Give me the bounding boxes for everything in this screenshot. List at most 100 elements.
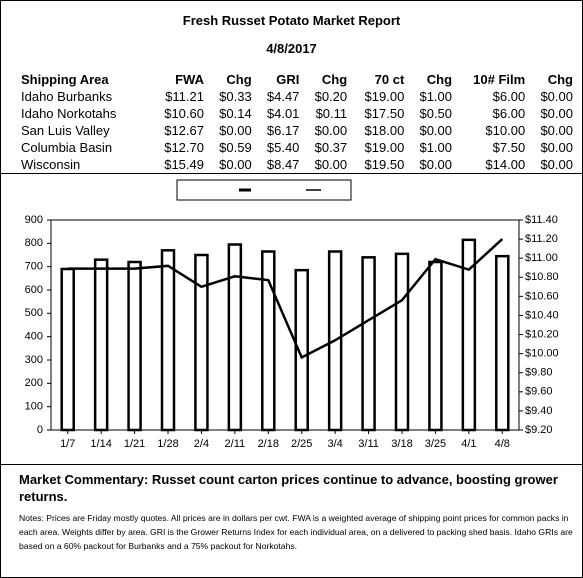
y-tick-label: 300 <box>25 354 43 366</box>
table-cell: $0.00 <box>219 123 252 138</box>
table-cell: $19.50 <box>364 157 405 172</box>
table-row: Idaho Burbanks $11.21 $0.33 $4.47 $0.20 $19.0… <box>19 88 575 105</box>
commentary: Market Commentary: Russet count carton p… <box>19 472 558 504</box>
table-row: Wisconsin $15.49 $0.00 $8.47 $0.00 $19.50 $0.0… <box>19 156 575 173</box>
table-cell: $0.50 <box>419 106 453 121</box>
bar <box>160 249 176 432</box>
bar <box>495 254 510 432</box>
table-cell: $15.49 <box>164 157 204 172</box>
y2-tick-label: $10.00 <box>525 348 559 360</box>
table-row: Columbia Basin $12.70 $0.59 $5.40 $0.37 $19.0… <box>19 139 575 156</box>
table-cell: San Luis Valley <box>21 123 110 138</box>
column-header: 70 ct <box>374 72 405 87</box>
table-cell: $1.00 <box>419 140 453 155</box>
y2-tick-label: $9.20 <box>525 424 553 436</box>
table-cell: $6.00 <box>492 106 526 121</box>
table-cell: $4.01 <box>266 106 300 121</box>
column-header: FWA <box>175 72 204 87</box>
column-header: Chg <box>547 72 573 87</box>
y2-tick-label: $9.80 <box>525 367 553 379</box>
table-row: San Luis Valley $12.67 $0.00 $6.17 $0.00 $18.… <box>19 122 575 139</box>
y2-tick-label: $11.40 <box>525 214 558 226</box>
table-cell: $6.00 <box>492 89 526 104</box>
table-cell: $11.21 <box>165 89 204 104</box>
line <box>67 238 504 360</box>
x-tick-label: 3/18 <box>391 438 412 450</box>
bar <box>127 260 142 432</box>
bar <box>194 253 209 432</box>
table-cell: $17.50 <box>364 106 405 121</box>
table-cell: $1.00 <box>419 89 453 104</box>
table-cell: $0.20 <box>314 89 348 104</box>
table-cell: $19.00 <box>364 140 405 155</box>
y2-tick-label: $10.80 <box>525 271 559 283</box>
y2-tick-label: $11.00 <box>525 252 558 264</box>
y-tick-label: 400 <box>25 331 43 343</box>
column-header: 10# Film <box>473 72 526 87</box>
y2-tick-label: $9.60 <box>525 386 553 398</box>
x-tick-label: 3/4 <box>327 438 342 450</box>
table-cell: $0.00 <box>419 157 453 172</box>
table-cell: $10.60 <box>164 106 204 121</box>
table-cell: $0.00 <box>540 106 573 121</box>
notes: Notes: Prices are Friday mostly quotes. … <box>19 513 573 551</box>
y-tick-label: 100 <box>25 401 43 413</box>
table-cell: $0.14 <box>219 106 252 121</box>
table-cell: $10.00 <box>485 123 526 138</box>
x-tick-label: 3/11 <box>358 438 379 450</box>
x-tick-label: 4/8 <box>495 438 510 450</box>
y-tick-label: 200 <box>25 377 43 389</box>
table-cell: $0.00 <box>419 123 453 138</box>
column-header: Chg <box>426 72 453 87</box>
x-tick-label: 2/18 <box>258 438 279 450</box>
bar <box>60 267 75 432</box>
table-row: Idaho Norkotahs $10.60 $0.14 $4.01 $0.11 $17.… <box>19 105 575 122</box>
y-tick-label: 600 <box>25 284 43 296</box>
y-tick-label: 800 <box>25 237 43 249</box>
x-tick-label: 1/28 <box>157 438 178 450</box>
table-cell: $0.00 <box>219 157 252 172</box>
x-tick-label: 3/25 <box>425 438 446 450</box>
report-date: 4/8/2017 <box>266 41 317 56</box>
table-cell: $18.00 <box>364 123 405 138</box>
table-cell: $8.47 <box>266 157 300 172</box>
table-cell: $4.47 <box>266 89 300 104</box>
report-title: Fresh Russet Potato Market Report <box>182 13 401 28</box>
table-cell: Idaho Burbanks <box>21 89 113 104</box>
x-tick-label: 1/21 <box>124 438 145 450</box>
table-cell: $0.00 <box>540 89 573 104</box>
table-cell: $0.00 <box>540 123 573 138</box>
x-tick-label: 2/11 <box>225 438 246 450</box>
x-tick-label: 1/7 <box>60 438 75 450</box>
column-header: Shipping Area <box>21 72 109 87</box>
bar <box>394 252 410 432</box>
table-cell: $0.33 <box>219 89 252 104</box>
bar <box>93 258 109 432</box>
table-cell: Columbia Basin <box>21 140 113 155</box>
header-row: Shipping Area FWA Chg GRI Chg 70 ct Chg 10# Fil… <box>19 71 575 88</box>
table-cell: Wisconsin <box>21 157 81 172</box>
y2-tick-label: $11.20 <box>525 233 558 245</box>
price-table: Shipping Area FWA Chg GRI Chg 70 ct Chg 10# Fil… <box>19 71 575 173</box>
x-tick-label: 1/14 <box>90 438 111 450</box>
y-tick-label: 700 <box>25 261 43 273</box>
y-tick-label: 500 <box>25 307 43 319</box>
table-cell: $7.50 <box>492 140 526 155</box>
y2-tick-label: $9.40 <box>525 405 553 417</box>
table-cell: $0.00 <box>540 140 573 155</box>
x-tick-label: 2/25 <box>291 438 312 450</box>
table-cell: $14.00 <box>485 157 526 172</box>
column-header: Chg <box>226 72 252 87</box>
column-header: GRI <box>276 72 300 87</box>
x-tick-label: 2/4 <box>194 438 209 450</box>
table-cell: $0.37 <box>314 140 348 155</box>
legend <box>176 179 352 201</box>
table-cell: $0.00 <box>314 157 348 172</box>
table-cell: $5.40 <box>266 140 300 155</box>
table-cell: $0.11 <box>315 106 348 121</box>
plot-area <box>50 219 520 431</box>
bar <box>428 260 443 432</box>
y2-tick-label: $10.60 <box>525 290 559 302</box>
y2-tick-label: $10.20 <box>525 328 559 340</box>
